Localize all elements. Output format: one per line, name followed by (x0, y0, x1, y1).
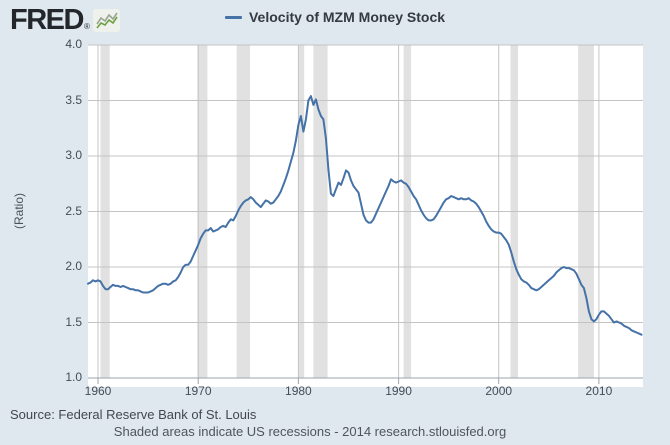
x-axis-tick-label: 1980 (285, 384, 312, 398)
plot-svg (87, 44, 643, 387)
y-axis-title: (Ratio) (12, 193, 26, 230)
y-axis-tick-label: 3.0 (65, 148, 82, 162)
y-axis-tick-label: 3.5 (65, 92, 82, 107)
x-axis-tick-label: 2010 (585, 384, 613, 398)
y-axis-tick-label: 4.0 (65, 37, 82, 51)
fred-logo-text: FRED (10, 4, 84, 36)
recession-note-text: Shaded areas indicate US recessions - 20… (113, 424, 507, 439)
source-text: Source: Federal Reserve Bank of St. Loui… (10, 407, 257, 422)
plot-area (87, 44, 643, 387)
data-line (87, 95, 643, 336)
y-axis-tick-label: 1.5 (65, 314, 82, 329)
legend-series-label: Velocity of MZM Money Stock (248, 9, 446, 25)
y-axis-tick-label: 2.5 (65, 203, 82, 218)
fred-logo: FRED ® (10, 4, 120, 36)
x-axis-tick-label: 1990 (385, 384, 412, 398)
registered-trademark: ® (83, 22, 90, 31)
legend-line-swatch (224, 15, 242, 19)
x-axis-tick-label: 1960 (84, 384, 112, 398)
x-axis-tick-label: 2000 (485, 384, 513, 398)
sparkline-icon (92, 8, 120, 32)
y-axis-tick-label: 2.0 (65, 259, 82, 273)
y-axis-tick-label: 1.0 (65, 370, 82, 384)
x-axis-tick-label: 1970 (184, 384, 212, 398)
